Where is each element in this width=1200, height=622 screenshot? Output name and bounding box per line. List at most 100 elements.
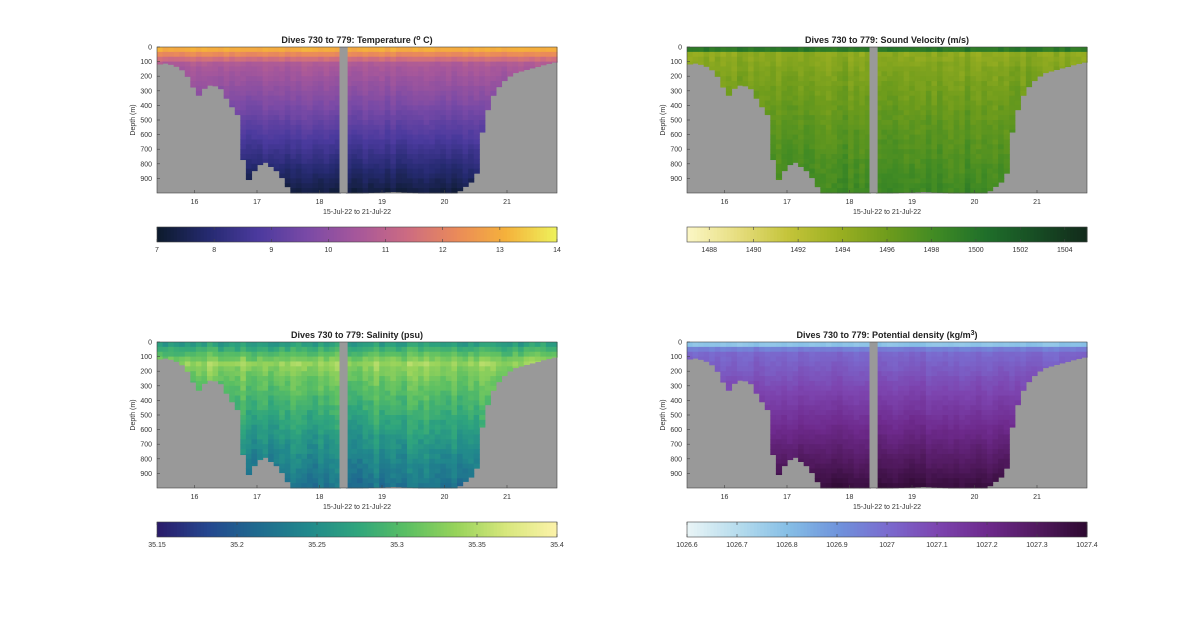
- heatmap-cell: [368, 468, 375, 474]
- heatmap-cell: [395, 351, 403, 357]
- heatmap-cell: [731, 361, 738, 367]
- heatmap-cell: [479, 120, 486, 126]
- heatmap-cell: [240, 356, 247, 362]
- heatmap-cell: [837, 158, 844, 165]
- heatmap-cell: [301, 144, 308, 150]
- heatmap-cell: [864, 149, 871, 155]
- heatmap-cell: [284, 66, 291, 72]
- heatmap-cell: [468, 61, 475, 67]
- heatmap-cell: [495, 346, 503, 353]
- heatmap-cell: [881, 61, 888, 67]
- heatmap-cell: [473, 415, 480, 421]
- heatmap-cell: [920, 90, 927, 97]
- heatmap-cell: [842, 76, 849, 82]
- heatmap-cell: [184, 47, 191, 53]
- heatmap-cell: [792, 71, 799, 77]
- heatmap-cell: [803, 105, 810, 111]
- heatmap-cell: [914, 163, 921, 170]
- colorbar-swatch: [250, 522, 255, 537]
- heatmap-cell: [318, 47, 325, 53]
- heatmap-cell: [440, 346, 447, 353]
- heatmap-cell: [312, 120, 319, 126]
- heatmap-cell: [1003, 144, 1010, 150]
- heatmap-cell: [201, 85, 208, 89]
- heatmap-cell: [434, 424, 441, 430]
- x-tick-label: 18: [316, 494, 324, 501]
- heatmap-cell: [345, 439, 353, 445]
- heatmap-cell: [323, 105, 330, 111]
- heatmap-cell: [842, 90, 849, 97]
- heatmap-cell: [462, 76, 469, 82]
- heatmap-cell: [279, 47, 286, 53]
- heatmap-cell: [1053, 47, 1060, 53]
- heatmap-cell: [468, 168, 475, 174]
- heatmap-cell: [218, 371, 225, 377]
- heatmap-cell: [384, 419, 391, 426]
- heatmap-cell: [1064, 47, 1071, 53]
- heatmap-cell: [373, 173, 380, 179]
- heatmap-cell: [451, 449, 458, 455]
- heatmap-cell: [284, 385, 291, 392]
- heatmap-cell: [970, 178, 977, 184]
- heatmap-cell: [987, 120, 994, 126]
- heatmap-cell: [345, 81, 353, 87]
- colorbar-swatch: [430, 522, 435, 537]
- heatmap-cell: [725, 371, 733, 377]
- heatmap-cell: [781, 90, 788, 97]
- heatmap-cell: [284, 351, 291, 357]
- heatmap-cell: [1009, 129, 1016, 133]
- heatmap-cell: [720, 47, 727, 53]
- colorbar-swatch: [343, 522, 348, 537]
- heatmap-cell: [379, 410, 386, 416]
- density-panel: Dives 730 to 779: Potential density (kg/…: [530, 295, 1130, 606]
- heatmap-cell: [987, 149, 994, 155]
- heatmap-cell: [257, 376, 264, 382]
- heatmap-cell: [445, 124, 453, 131]
- heatmap-cell: [312, 468, 319, 474]
- heatmap-cell: [307, 183, 314, 189]
- heatmap-cell: [290, 351, 297, 357]
- heatmap-cell: [964, 154, 971, 160]
- heatmap-cell: [395, 183, 403, 189]
- heatmap-cell: [323, 110, 330, 116]
- heatmap-cell: [473, 154, 480, 160]
- heatmap-cell: [290, 342, 297, 348]
- heatmap-cell: [825, 154, 833, 160]
- heatmap-cell: [440, 453, 447, 460]
- heatmap-cell: [725, 47, 733, 53]
- heatmap-cell: [429, 178, 436, 184]
- heatmap-cell: [407, 124, 414, 131]
- heatmap-cell: [914, 178, 921, 184]
- heatmap-cell: [859, 144, 866, 150]
- heatmap-cell: [892, 115, 899, 121]
- heatmap-cell: [290, 178, 297, 184]
- heatmap-cell: [457, 154, 464, 160]
- heatmap-cell: [390, 346, 397, 353]
- heatmap-cell: [290, 71, 297, 77]
- heatmap-cell: [234, 110, 241, 116]
- heatmap-cell: [875, 66, 883, 72]
- heatmap-cell: [970, 154, 977, 160]
- heatmap-cell: [964, 71, 971, 77]
- heatmap-cell: [473, 71, 480, 77]
- heatmap-cell: [407, 178, 414, 184]
- heatmap-cell: [518, 351, 525, 357]
- heatmap-cell: [268, 144, 275, 150]
- heatmap-cell: [462, 419, 469, 426]
- heatmap-cell: [925, 115, 933, 121]
- heatmap-cell: [290, 419, 297, 426]
- colorbar-swatch: [353, 227, 358, 242]
- heatmap-cell: [318, 134, 325, 140]
- heatmap-cell: [831, 85, 838, 92]
- heatmap-cell: [898, 81, 905, 87]
- heatmap-cell: [959, 183, 966, 189]
- heatmap-cell: [925, 47, 933, 53]
- heatmap-cell: [468, 120, 475, 126]
- colorbar-swatch: [723, 227, 728, 242]
- heatmap-cell: [942, 158, 949, 165]
- heatmap-cell: [490, 346, 497, 353]
- heatmap-cell: [357, 410, 364, 416]
- heatmap-cell: [268, 371, 275, 377]
- heatmap-cell: [970, 139, 977, 145]
- heatmap-cell: [468, 47, 475, 53]
